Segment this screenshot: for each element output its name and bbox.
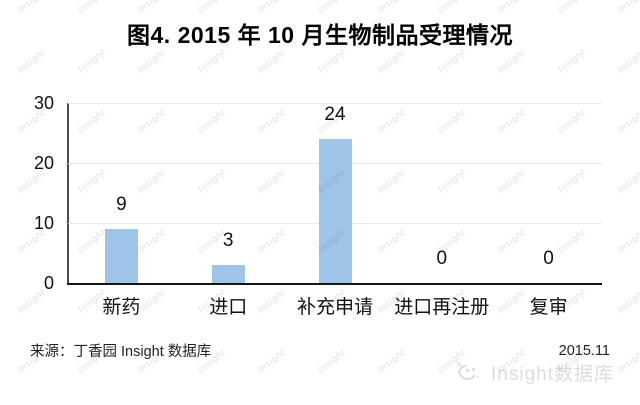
watermark-text: Insight (555, 0, 588, 16)
watermark-text: Insight (135, 47, 168, 76)
watermark-text: Insight (315, 47, 348, 76)
chart-title: 图4. 2015 年 10 月生物制品受理情况 (127, 22, 513, 48)
source-text: 来源：丁香园 Insight 数据库 (30, 344, 212, 360)
x-axis-label: 进口 (209, 297, 248, 318)
watermark-text: Insight (615, 47, 640, 76)
watermark-text: Insight (495, 47, 528, 76)
bar-value-label: 9 (116, 194, 127, 215)
watermark-text: Insight (435, 47, 468, 76)
bar-value-label: 24 (324, 104, 346, 125)
watermark-text: Insight (495, 0, 528, 16)
insight-logo-icon (457, 361, 480, 380)
watermark-text: Insight (615, 347, 640, 376)
bar-1 (104, 229, 138, 283)
bar-chart-plot-area: 0 10 20 30 9 新药 3 进口 24 补充申请 0 进口再注册 0 复审 (34, 93, 602, 318)
watermark-text: Insight (195, 0, 228, 16)
watermark-text: Insight (615, 107, 640, 136)
x-axis-label: 新药 (102, 297, 141, 318)
watermark-text: Insight (255, 47, 288, 76)
brand-watermark-text: Insight数据库 (491, 364, 614, 385)
watermark-text: Insight (555, 47, 588, 76)
watermark-text: Insight (375, 47, 408, 76)
bar-value-label: 0 (543, 248, 554, 269)
watermark-text: Insight (195, 47, 228, 76)
x-axis-label: 补充申请 (296, 297, 373, 318)
watermark-text: Insight (255, 0, 288, 16)
x-axis-label: 进口再注册 (394, 297, 490, 318)
watermark-text: Insight (15, 47, 48, 76)
watermark-text: Insight (315, 0, 348, 16)
y-axis-tick-label: 0 (43, 273, 54, 293)
watermark-text: Insight (75, 47, 108, 76)
watermark-text: Insight (615, 0, 640, 16)
bar-3 (318, 139, 352, 283)
bar-value-label: 0 (436, 248, 448, 269)
brand-watermark: Insight数据库 (455, 359, 614, 386)
watermark-text: Insight (315, 347, 348, 376)
watermark-text: Insight (135, 0, 168, 16)
watermark-text: Insight (435, 0, 468, 16)
watermark-text: Insight (615, 227, 640, 256)
watermark-text: Insight (615, 167, 640, 196)
date-text: 2015.11 (558, 343, 610, 359)
x-axis-line (67, 282, 602, 285)
y-axis-tick-label: 30 (33, 93, 54, 113)
watermark-text: Insight (255, 347, 288, 376)
watermark-text: Insight (375, 347, 408, 376)
bar-value-label: 3 (222, 230, 234, 251)
watermark-text: Insight (615, 287, 640, 316)
watermark-text: Insight (15, 0, 48, 16)
y-axis-tick-label: 10 (33, 213, 54, 233)
watermark-text: Insight (75, 0, 108, 16)
y-axis-tick-label: 20 (33, 153, 54, 173)
y-axis-line (67, 103, 69, 284)
watermark-text: Insight (375, 0, 408, 16)
x-axis-label: 复审 (529, 297, 568, 318)
bar-2 (211, 265, 245, 283)
gridline (68, 103, 602, 104)
